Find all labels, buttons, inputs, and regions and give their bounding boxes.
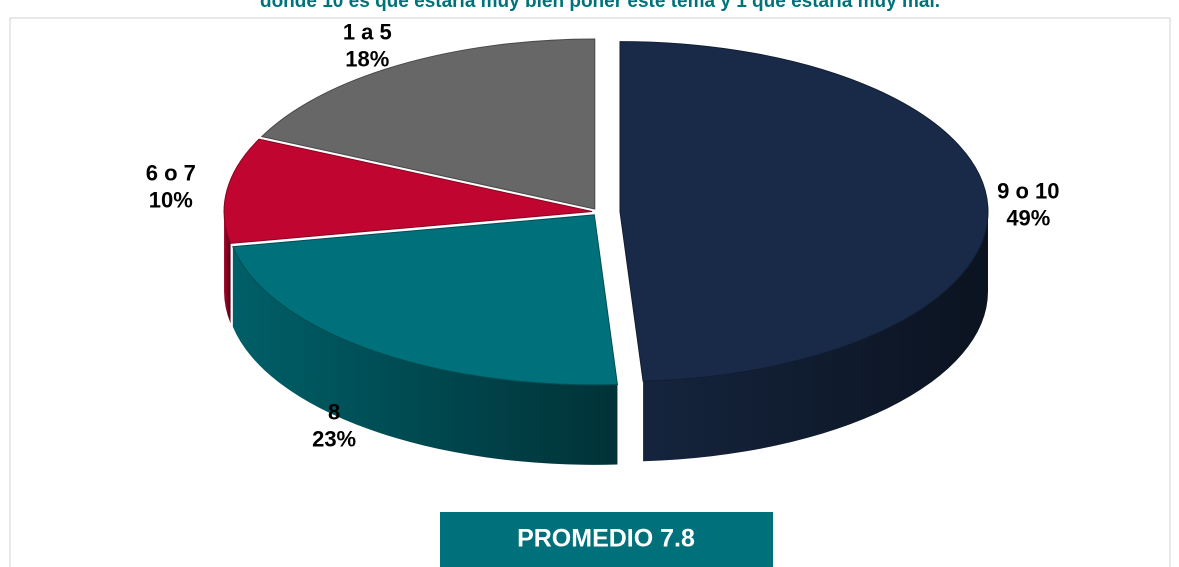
chart-title: donde 10 es que estaría muy bien poner e… xyxy=(260,0,940,12)
slice-value-label: 23% xyxy=(312,426,356,451)
slice xyxy=(619,41,989,382)
slice-value-label: 49% xyxy=(1006,206,1050,231)
slice-category: 9 o 10 xyxy=(997,179,1059,204)
slice-category: 6 o 7 xyxy=(146,160,196,185)
annotation: PROMEDIO 7.8 xyxy=(517,525,695,553)
slice-category: 8 xyxy=(328,399,340,424)
slice-category: 1 a 5 xyxy=(343,20,392,45)
chart-frame xyxy=(9,17,1171,567)
pie-tops xyxy=(223,38,989,386)
slice-value-label: 18% xyxy=(345,47,389,72)
slice xyxy=(232,214,618,386)
slice xyxy=(260,38,596,210)
slice xyxy=(223,138,593,244)
annotation-box xyxy=(440,512,773,567)
slice-side xyxy=(643,211,988,462)
slice-value-label: 10% xyxy=(149,187,193,212)
slice-side xyxy=(232,246,618,465)
